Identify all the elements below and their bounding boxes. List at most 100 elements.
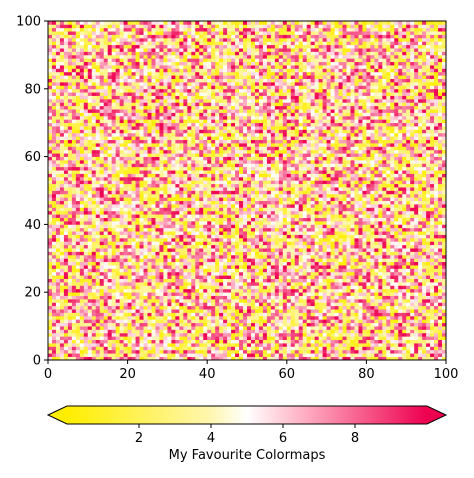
heatmap-cell xyxy=(187,326,192,330)
heatmap-cell xyxy=(334,217,339,222)
heatmap-cell xyxy=(310,210,316,215)
heatmap-cell xyxy=(227,315,232,320)
heatmap-cell xyxy=(282,343,288,347)
heatmap-cell xyxy=(346,312,351,317)
heatmap-cell xyxy=(386,258,391,263)
heatmap-cell xyxy=(87,234,93,239)
heatmap-cell xyxy=(99,302,105,307)
heatmap-cell xyxy=(211,231,216,235)
heatmap-cell xyxy=(394,288,399,293)
heatmap-cell xyxy=(318,305,323,310)
heatmap-cell xyxy=(442,295,447,300)
heatmap-cell xyxy=(254,231,260,235)
heatmap-cell xyxy=(378,302,383,307)
heatmap-cell xyxy=(123,261,128,266)
heatmap-cell xyxy=(394,207,399,212)
heatmap-cell xyxy=(334,339,339,344)
heatmap-cell xyxy=(262,278,268,283)
heatmap-cell xyxy=(175,312,180,317)
heatmap-cell xyxy=(59,190,65,195)
heatmap-cell xyxy=(338,224,343,229)
heatmap-cell xyxy=(294,268,300,273)
heatmap-cell xyxy=(366,288,371,293)
heatmap-cell xyxy=(362,312,367,317)
heatmap-cell xyxy=(67,326,73,330)
heatmap-cell xyxy=(131,234,136,239)
heatmap-cell xyxy=(422,343,427,347)
heatmap-cell xyxy=(127,332,132,337)
heatmap-cell xyxy=(191,349,196,354)
heatmap-cell xyxy=(223,254,228,259)
heatmap-cell xyxy=(330,343,335,347)
heatmap-cell xyxy=(123,278,128,283)
heatmap-cell xyxy=(374,315,379,320)
heatmap-cell xyxy=(254,265,260,269)
heatmap-cell xyxy=(219,248,224,252)
heatmap-cell xyxy=(410,315,415,320)
heatmap-cell xyxy=(378,197,383,202)
heatmap-cell xyxy=(247,343,252,347)
heatmap-cell xyxy=(243,302,248,307)
heatmap-cell xyxy=(402,244,407,249)
heatmap-cell xyxy=(227,326,232,330)
heatmap-cell xyxy=(378,224,383,229)
heatmap-cell xyxy=(115,356,120,361)
heatmap-cell xyxy=(274,353,280,357)
heatmap-cell xyxy=(334,329,339,334)
heatmap-cell xyxy=(438,336,443,341)
heatmap-cell xyxy=(143,309,148,313)
heatmap-cell xyxy=(111,265,117,269)
heatmap-cell xyxy=(203,329,208,334)
heatmap-cell xyxy=(48,204,53,208)
heatmap-cell xyxy=(406,271,411,276)
heatmap-cell xyxy=(310,258,316,263)
heatmap-cell xyxy=(314,241,319,246)
heatmap-cell xyxy=(247,204,252,208)
heatmap-cell xyxy=(258,336,264,341)
heatmap-cell xyxy=(302,261,308,266)
heatmap-cell xyxy=(167,282,172,286)
heatmap-cell xyxy=(302,305,308,310)
heatmap-cell xyxy=(318,346,323,351)
heatmap-cell xyxy=(250,302,256,307)
heatmap-cell xyxy=(390,319,395,324)
heatmap-cell xyxy=(103,217,109,222)
heatmap-cell xyxy=(386,353,391,357)
heatmap-cell xyxy=(59,207,65,212)
heatmap-cell xyxy=(171,217,176,222)
heatmap-cell xyxy=(215,332,220,337)
heatmap-cell xyxy=(211,217,216,222)
heatmap-cell xyxy=(322,278,327,283)
heatmap-cell xyxy=(127,197,132,202)
heatmap-cell xyxy=(127,214,132,218)
heatmap-cell xyxy=(195,339,200,344)
heatmap-cell xyxy=(191,271,196,276)
heatmap-cell xyxy=(370,275,375,279)
heatmap-cell xyxy=(282,285,288,290)
heatmap-cell xyxy=(48,271,53,276)
heatmap-cell xyxy=(83,305,89,310)
heatmap-cell xyxy=(159,207,164,212)
heatmap-cell xyxy=(115,237,120,242)
heatmap-cell xyxy=(219,326,224,330)
heatmap-cell xyxy=(227,322,232,327)
heatmap-cell xyxy=(322,197,327,202)
heatmap-cell xyxy=(362,234,367,239)
heatmap-cell xyxy=(342,343,347,347)
heatmap-cell xyxy=(219,282,224,286)
heatmap-cell xyxy=(135,343,140,347)
heatmap-cell xyxy=(322,224,327,229)
heatmap-cell xyxy=(231,278,236,283)
heatmap-cell xyxy=(410,298,415,303)
heatmap-cell xyxy=(362,305,367,310)
heatmap-cell xyxy=(243,241,248,246)
heatmap-cell xyxy=(306,207,312,212)
heatmap-cell xyxy=(83,309,89,313)
heatmap-cell xyxy=(434,258,439,263)
heatmap-cell xyxy=(398,322,403,327)
heatmap-cell xyxy=(191,329,196,334)
heatmap-cell xyxy=(227,244,232,249)
heatmap-cell xyxy=(366,258,371,263)
heatmap-cell xyxy=(322,305,327,310)
heatmap-cell xyxy=(374,241,379,246)
